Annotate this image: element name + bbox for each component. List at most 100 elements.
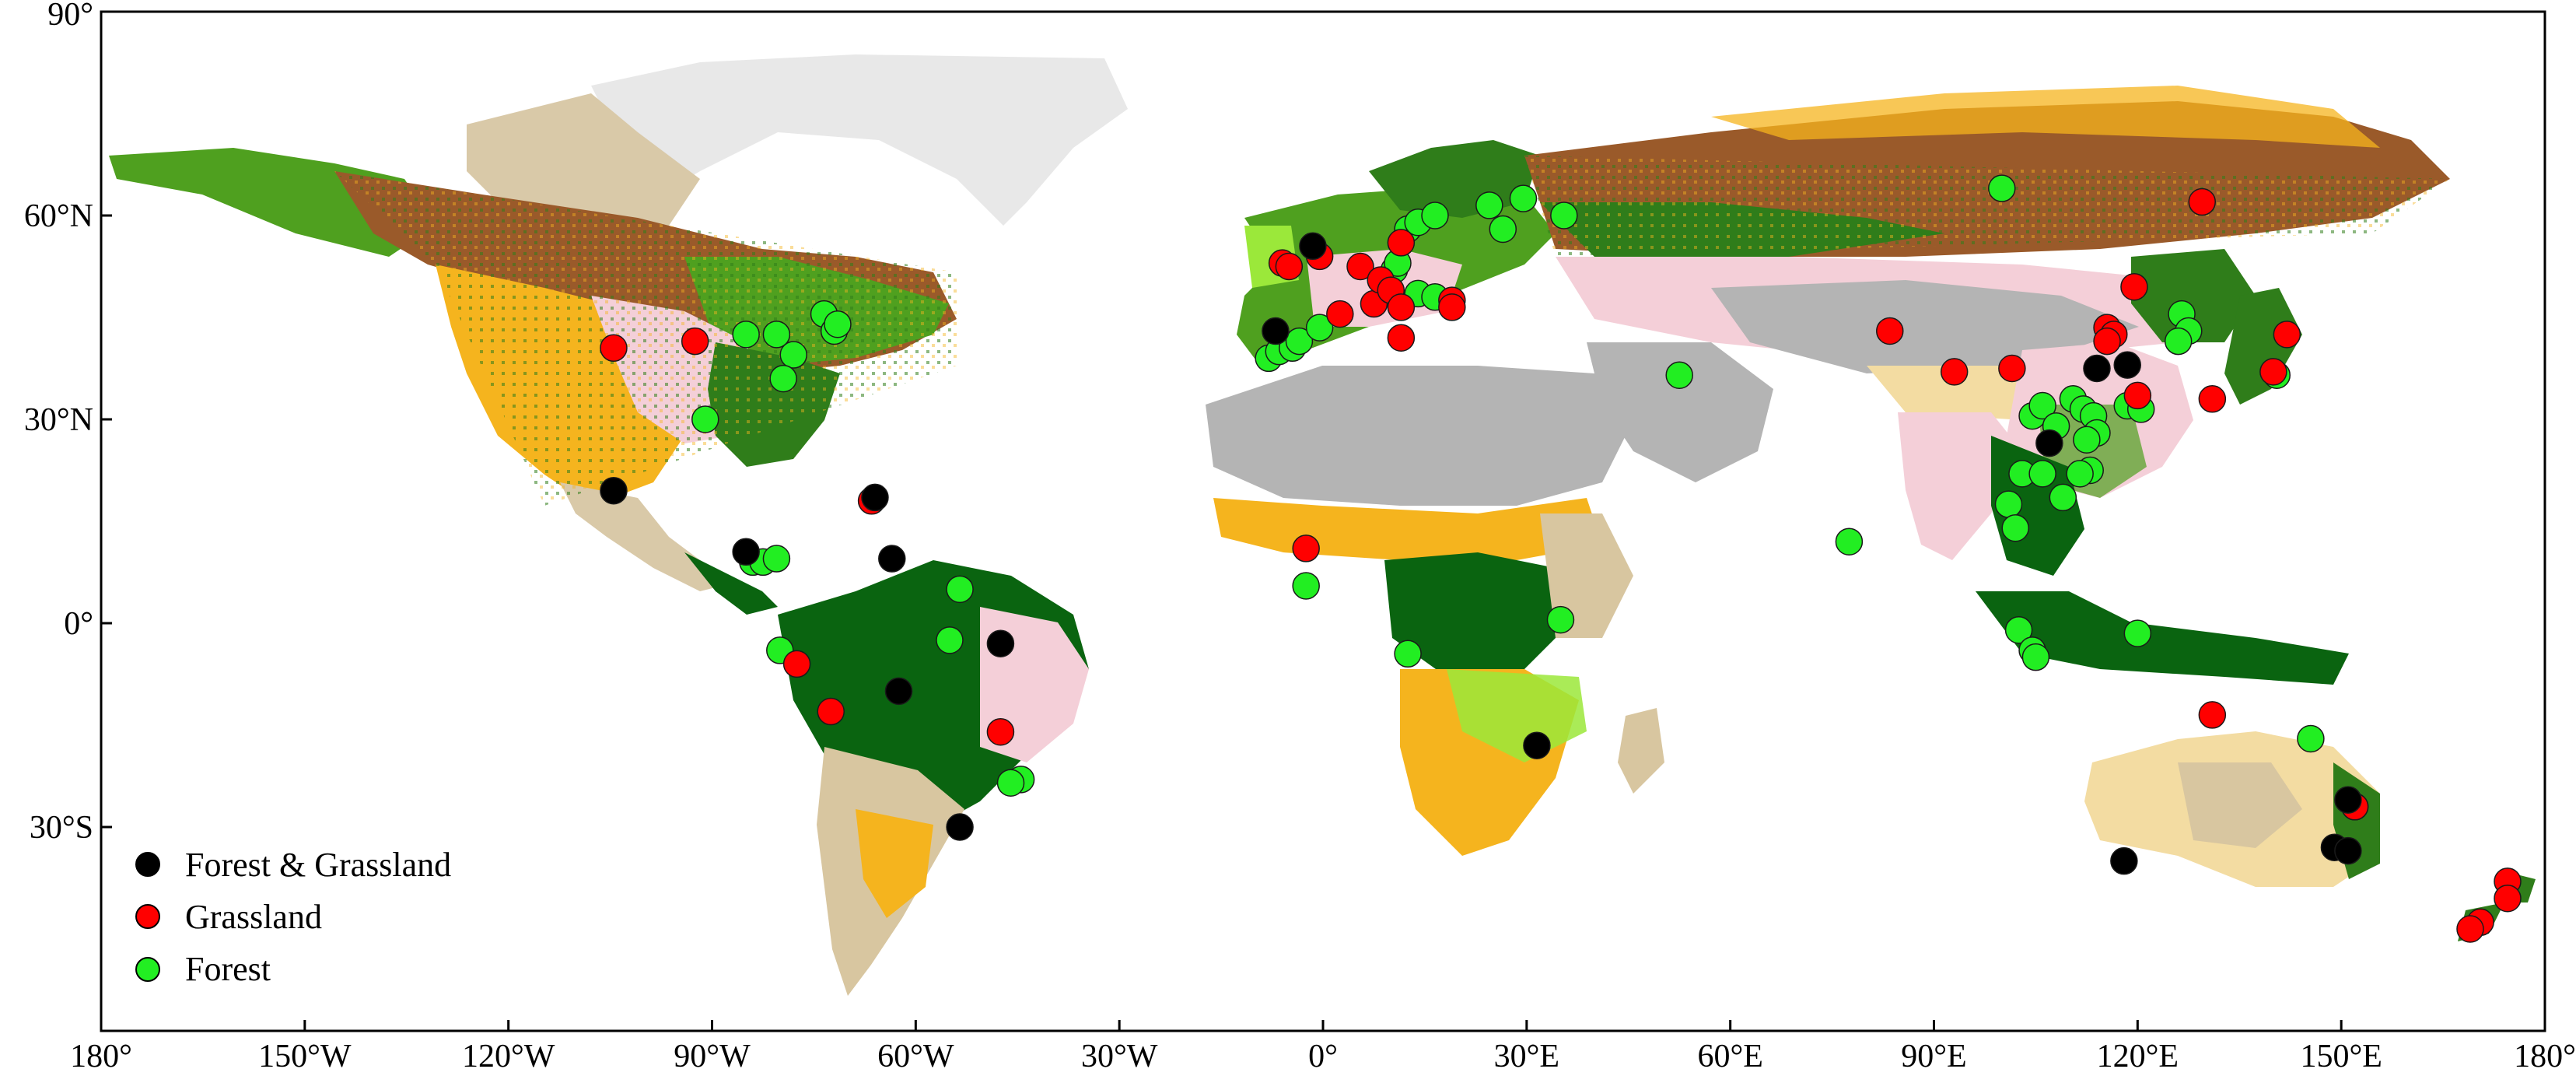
site-marker-forest [1285,327,1314,356]
site-marker-grassland [1387,324,1416,352]
site-marker-forest [2049,483,2077,512]
site-marker-forest [2164,327,2193,356]
y-tick-label: 0° [64,606,93,642]
site-markers [600,174,2522,943]
site-marker-grassland [817,697,845,726]
australia-interior [2178,762,2302,848]
site-marker-grassland [600,334,628,363]
site-marker-grassland [1438,293,1466,321]
site-marker-both [2334,836,2362,865]
site-marker-both [600,476,628,505]
y-tick-label: 30°N [24,402,93,438]
site-marker-grassland [1275,252,1304,281]
site-marker-grassland [2198,385,2227,413]
site-marker-forest [769,364,797,393]
africa-miombo [1447,669,1587,762]
site-marker-forest [1421,202,1449,230]
site-marker-both [986,629,1015,657]
manchuria [2131,249,2256,342]
site-marker-forest [996,769,1025,797]
x-tick-label: 180° [2514,1039,2576,1074]
x-tick-label: 0° [1308,1039,1338,1074]
site-marker-grassland [2456,915,2484,943]
x-tick-label: 150°W [258,1039,352,1074]
japan [2224,288,2302,405]
site-marker-grassland [1346,252,1374,281]
site-marker-forest [2004,615,2033,644]
site-marker-grassland [2120,272,2148,301]
land-cover-layer [109,54,2536,996]
site-marker-grassland [2494,884,2522,913]
site-marker-forest [1988,174,2016,202]
site-marker-grassland [2093,327,2121,356]
x-tick-label: 30°E [1494,1039,1559,1074]
greenland-ice [591,54,1128,226]
site-marker-both [1523,731,1551,759]
legend: Forest & Grassland Grassland Forest [135,846,451,988]
site-marker-forest [2073,426,2101,454]
vegetation-speckle-eurasia [1524,156,2450,257]
site-marker-both [2110,846,2138,875]
siberia-tundra [1711,86,2380,148]
site-marker-both [1299,232,1327,261]
site-marker-both [861,483,889,512]
argentina-grass [856,809,933,918]
site-marker-both [884,677,913,706]
x-axis-ticks: 180° 150°W 120°W 90°W 60°W 30°W 0° 30°E 60°E 90°E… [70,1020,2576,1074]
site-marker-forest [936,626,964,654]
legend-label-forest-grassland: Forest & Grassland [185,846,451,884]
site-marker-both [2035,429,2063,457]
site-marker-grassland [1876,317,1904,345]
site-marker-forest [1489,215,1517,244]
site-marker-both [1262,317,1290,345]
site-marker-forest [2001,513,2029,542]
site-marker-grassland [2188,188,2216,216]
canada-arctic-tundra [467,93,700,233]
mexico [560,482,731,591]
y-tick-label: 60°N [24,198,93,234]
site-marker-forest [732,321,760,349]
legend-label-forest: Forest [185,950,271,988]
site-marker-forest [2021,643,2050,671]
site-marker-both [946,813,974,841]
x-tick-label: 60°E [1697,1039,1762,1074]
site-marker-forest [2297,724,2325,753]
site-marker-both [2113,351,2141,379]
site-marker-forest [1550,202,1578,230]
central-america [684,552,778,615]
site-marker-forest [691,405,719,433]
africa-central-forest [1384,552,1571,677]
site-marker-forest [762,545,791,573]
site-marker-forest [1292,572,1320,600]
site-marker-grassland [2198,701,2227,729]
x-tick-label: 90°E [1901,1039,1966,1074]
site-marker-both [732,538,760,566]
site-marker-forest [2028,460,2056,488]
site-marker-forest [1546,605,1575,634]
site-marker-forest [1835,527,1864,556]
site-marker-grassland [1940,358,1969,386]
x-tick-label: 30°W [1081,1039,1158,1074]
x-tick-label: 150°E [2300,1039,2382,1074]
legend-label-grassland: Grassland [185,898,322,936]
indonesia [1976,591,2349,685]
site-marker-both [878,545,906,573]
site-marker-grassland [1998,354,2026,383]
site-marker-grassland [1387,293,1416,321]
site-marker-forest [1509,184,1538,212]
site-marker-forest [2066,460,2094,488]
middle-east-desert [1587,342,1773,482]
site-marker-forest [762,321,791,349]
site-marker-both [2334,786,2362,814]
site-marker-forest [1665,361,1693,389]
madagascar [1618,708,1664,794]
site-marker-grassland [1292,534,1320,563]
y-axis-ticks: 90° 60°N 30°N 0° 30°S [24,0,112,846]
site-marker-grassland [2273,321,2301,349]
site-marker-forest [1994,490,2023,518]
site-marker-grassland [2123,381,2152,410]
y-tick-label: 90° [47,0,93,33]
x-tick-label: 90°W [674,1039,751,1074]
site-marker-forest [1394,640,1422,668]
site-marker-grassland [681,327,709,356]
